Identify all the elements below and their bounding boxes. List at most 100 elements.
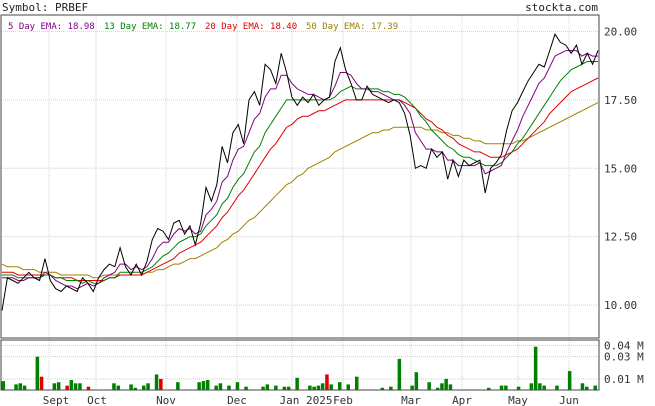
volume-bar — [529, 383, 534, 390]
volume-y-tick-0: 0.04 M — [604, 340, 644, 353]
volume-bar — [52, 383, 57, 390]
volume-bar — [35, 356, 40, 390]
x-tick-7: Apr — [452, 394, 472, 406]
legend-ema13: 13 Day EMA: 18.77 — [104, 22, 196, 32]
volume-bar — [580, 383, 585, 390]
price-y-axis: 20.00 17.50 15.00 12.50 10.00 — [604, 25, 637, 312]
volume-bar — [129, 384, 133, 390]
x-tick-2: Nov — [156, 394, 176, 406]
volume-bar — [555, 385, 559, 390]
volume-bar — [380, 387, 385, 390]
volume-bar — [18, 383, 22, 390]
volume-bar — [205, 380, 210, 390]
ema50-line — [1, 102, 599, 279]
volume-bar — [274, 385, 278, 390]
volume-bar — [308, 385, 312, 390]
volume-bar — [448, 384, 453, 390]
volume-bar — [533, 346, 538, 390]
volume-bar — [73, 383, 78, 390]
x-axis: Sept Oct Nov Dec Jan 2025 Feb Mar Apr May Jun — [43, 394, 579, 406]
volume-bar — [56, 382, 61, 390]
volume-bar — [235, 382, 240, 390]
volume-bar — [487, 387, 491, 390]
volume-bar — [133, 387, 137, 390]
price-y-tick-3: 12.50 — [604, 231, 637, 244]
volume-y-tick-2: 0.01 M — [604, 373, 644, 386]
volume-bar — [116, 385, 120, 390]
x-tick-9: Jun — [559, 394, 579, 406]
volume-bar — [1, 381, 5, 390]
price-panel-frame — [0, 14, 600, 339]
volume-bar — [22, 385, 27, 390]
volume-bar — [39, 376, 44, 390]
volume-bars — [1, 346, 597, 390]
volume-bar — [355, 376, 359, 390]
volume-bar — [516, 386, 521, 390]
volume-bar — [346, 384, 350, 390]
volume-bar — [444, 378, 448, 390]
site-name: stockta.com — [525, 1, 598, 14]
volume-bar — [142, 385, 146, 390]
volume-bar — [286, 386, 291, 390]
legend-ema50: 50 Day EMA: 17.39 — [306, 22, 398, 32]
volume-bar — [585, 386, 589, 390]
price-y-tick-4: 10.00 — [604, 299, 637, 312]
legend-ema5: 5 Day EMA: 18.98 — [8, 22, 95, 32]
volume-bar — [499, 385, 504, 390]
volume-bar — [218, 383, 223, 390]
volume-bar — [282, 386, 287, 390]
volume-bar — [338, 382, 342, 390]
volume-bar — [440, 383, 444, 390]
volume-bar — [261, 386, 265, 390]
volume-bar — [244, 386, 248, 390]
volume-bar — [201, 381, 206, 390]
volume-bar — [176, 382, 180, 390]
price-line — [1, 33, 599, 311]
price-y-tick-2: 15.00 — [604, 162, 637, 175]
volume-bar — [410, 385, 414, 390]
x-tick-6: Mar — [401, 394, 421, 406]
volume-panel: 0.04 M0.03 M 0.01 M — [0, 339, 644, 391]
volume-bar — [265, 384, 270, 390]
x-tick-1: Oct — [87, 394, 107, 406]
volume-bar — [69, 380, 74, 390]
volume-bar — [214, 385, 218, 390]
volume-bar — [159, 378, 163, 390]
ema5-line — [2, 50, 598, 290]
volume-grid — [1, 340, 599, 390]
x-tick-4: Jan 2025 — [280, 394, 333, 406]
volume-bar — [312, 386, 316, 390]
volume-bar — [427, 382, 431, 390]
volume-bar — [389, 386, 393, 390]
ema-legend: 5 Day EMA: 18.98 13 Day EMA: 18.77 20 Da… — [8, 22, 398, 32]
volume-bar — [154, 374, 159, 390]
volume-panel-frame — [0, 339, 600, 391]
price-y-tick-1: 17.50 — [604, 94, 637, 107]
price-panel: 20.00 17.50 15.00 12.50 10.00 — [0, 14, 637, 339]
volume-bar — [65, 385, 69, 390]
volume-bar — [316, 385, 321, 390]
legend-ema20: 20 Day EMA: 18.40 — [205, 22, 297, 32]
volume-bar — [504, 385, 508, 390]
volume-y-tick-1: 0.03 M — [604, 351, 644, 364]
volume-bar — [146, 383, 150, 390]
x-tick-5: Feb — [333, 394, 353, 406]
volume-bar — [542, 385, 546, 390]
price-y-tick-0: 20.00 — [604, 25, 637, 38]
volume-bar — [78, 383, 82, 390]
volume-bar — [295, 377, 299, 390]
volume-bar — [567, 371, 572, 390]
volume-bar — [329, 384, 333, 390]
volume-y-axis: 0.04 M0.03 M 0.01 M — [604, 340, 644, 386]
volume-bar — [325, 374, 329, 390]
volume-bar — [227, 385, 231, 390]
volume-bar — [112, 383, 116, 390]
volume-bar — [397, 358, 402, 390]
ema13-line — [2, 61, 598, 284]
x-tick-8: May — [508, 394, 528, 406]
volume-bar — [86, 386, 91, 390]
volume-bar — [320, 383, 325, 390]
x-tick-0: Sept — [43, 394, 70, 406]
volume-bar — [414, 372, 419, 390]
